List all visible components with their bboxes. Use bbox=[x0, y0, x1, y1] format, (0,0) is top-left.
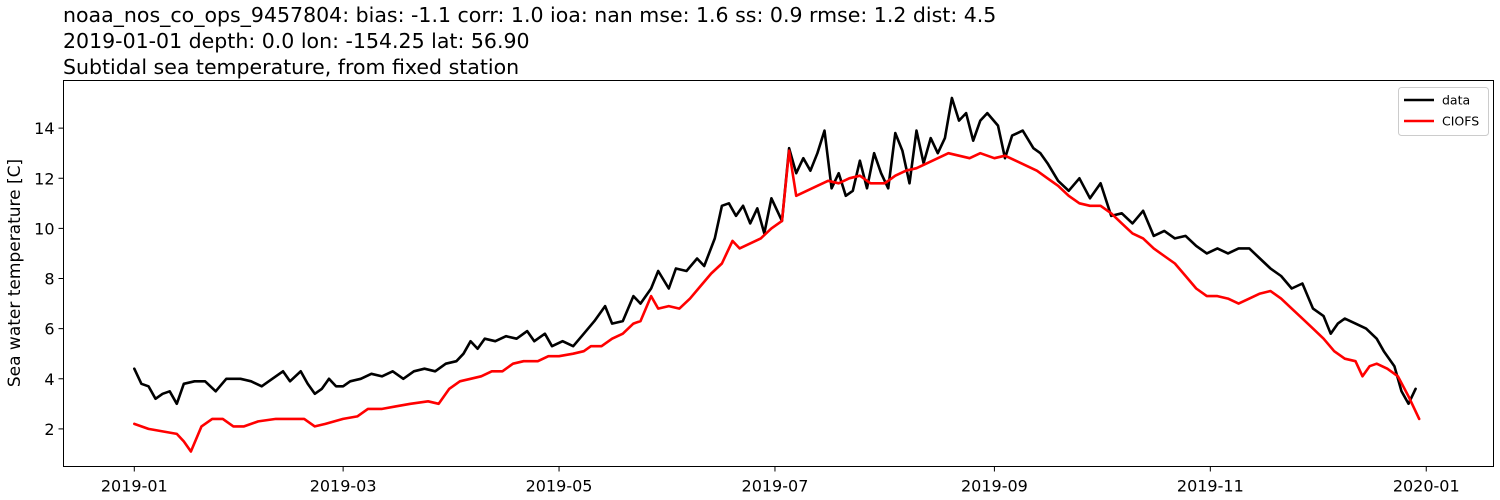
y-tick-label: 4 bbox=[44, 370, 54, 389]
x-tick-label: 2019-09 bbox=[961, 477, 1028, 496]
y-axis-label: Sea water temperature [C] bbox=[5, 159, 25, 387]
legend-label-ciofs: CIOFS bbox=[1442, 114, 1479, 129]
series-line-data bbox=[133, 96, 1417, 406]
y-tick-label: 6 bbox=[44, 320, 54, 339]
x-tick-label: 2019-07 bbox=[742, 477, 809, 496]
chart-title-block: noaa_nos_co_ops_9457804: bias: -1.1 corr… bbox=[63, 2, 996, 80]
series-line-ciofs bbox=[133, 149, 1421, 453]
legend-label-data: data bbox=[1442, 93, 1470, 108]
legend: data CIOFS bbox=[1398, 87, 1489, 136]
y-tick-label: 8 bbox=[44, 270, 54, 289]
series-lines bbox=[133, 96, 1421, 453]
y-tick-label: 14 bbox=[34, 119, 54, 138]
y-tick-label: 2 bbox=[44, 420, 54, 439]
y-axis: 2 4 6 8 10 12 14 bbox=[34, 119, 64, 439]
chart-title-line-1: noaa_nos_co_ops_9457804: bias: -1.1 corr… bbox=[63, 3, 997, 27]
y-tick-label: 12 bbox=[34, 169, 54, 188]
chart-title-line-3: Subtidal sea temperature, from fixed sta… bbox=[63, 55, 520, 79]
chart-title-line-2: 2019-01-01 depth: 0.0 lon: -154.25 lat: … bbox=[63, 29, 530, 53]
plot-area-frame bbox=[63, 80, 1494, 467]
x-axis: 2019-01 2019-03 2019-05 2019-07 2019-09 2019-… bbox=[101, 466, 1460, 496]
x-tick-label: 2020-01 bbox=[1393, 477, 1460, 496]
x-tick-label: 2019-01 bbox=[101, 477, 168, 496]
x-tick-label: 2019-11 bbox=[1177, 477, 1244, 496]
y-tick-label: 10 bbox=[34, 219, 54, 238]
x-tick-label: 2019-03 bbox=[310, 477, 377, 496]
x-tick-label: 2019-05 bbox=[526, 477, 593, 496]
